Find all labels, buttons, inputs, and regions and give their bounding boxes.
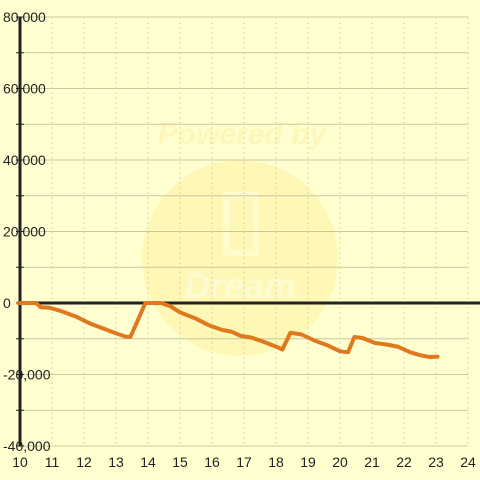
y-tick-label: -40,000 [3, 438, 51, 454]
x-tick-label: 24 [460, 454, 476, 470]
y-tick-label: 80,000 [3, 9, 46, 25]
x-tick-label: 21 [364, 454, 380, 470]
y-tick-label: 60,000 [3, 81, 46, 97]
axes [16, 16, 480, 447]
series-line [16, 301, 440, 359]
watermark-line1: Powered by [158, 118, 328, 151]
x-tick-label: 20 [332, 454, 348, 470]
x-tick-label: 15 [172, 454, 188, 470]
tick-labels: -40,000 -20,000 0 20,000 40,000 60,000 80,000 1… [3, 9, 476, 470]
x-tick-label: 18 [268, 454, 284, 470]
watermark: Powered by Dream [142, 118, 338, 356]
x-tick-label: 16 [204, 454, 220, 470]
x-tick-label: 10 [12, 454, 28, 470]
y-tick-label: 0 [3, 295, 11, 311]
watermark-glyph [223, 192, 259, 256]
y-tick-label: -20,000 [3, 367, 51, 383]
grid [19, 16, 469, 447]
y-tick-label: 20,000 [3, 224, 46, 240]
x-tick-label: 19 [300, 454, 316, 470]
x-tick-label: 14 [140, 454, 156, 470]
x-tick-label: 12 [76, 454, 92, 470]
series-layer [16, 301, 440, 359]
x-tick-label: 22 [396, 454, 412, 470]
x-tick-label: 11 [45, 454, 60, 470]
watermark-circle [142, 160, 338, 356]
x-tick-label: 17 [236, 454, 252, 470]
y-tick-label: 40,000 [3, 152, 46, 168]
x-tick-label: 23 [428, 454, 444, 470]
watermark-line2: Dream [184, 265, 296, 306]
x-tick-label: 13 [108, 454, 124, 470]
